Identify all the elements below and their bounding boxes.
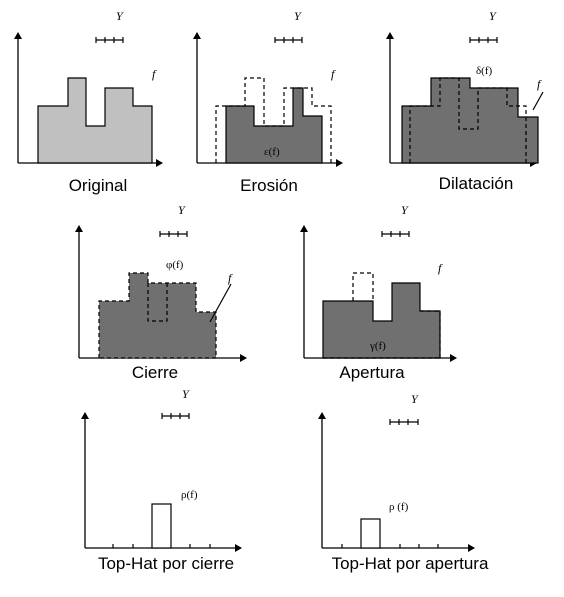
caption-erosion: Erosión bbox=[240, 176, 298, 195]
x-axis-ticks bbox=[112, 544, 211, 548]
structuring-element-ruler bbox=[469, 37, 498, 43]
panel-tophat-closing: Y ρ(f) Top-Hat por cierre bbox=[81, 387, 242, 573]
caption-dilation: Dilatación bbox=[439, 174, 514, 193]
structuring-element-ruler bbox=[389, 419, 419, 425]
residue-label: ρ(f) bbox=[181, 489, 198, 501]
original-f-outline bbox=[323, 272, 441, 359]
caption-tophat-opening: Top-Hat por apertura bbox=[332, 554, 489, 573]
panel-original: Y f Original bbox=[14, 9, 163, 195]
structuring-element-ruler bbox=[161, 413, 190, 419]
panel-closing: Y f φ(f) Cierre bbox=[75, 203, 247, 382]
f-symbol: f bbox=[228, 271, 233, 285]
caption-original: Original bbox=[69, 176, 128, 195]
original-f-outline bbox=[215, 77, 332, 163]
structuring-element-ruler bbox=[381, 231, 410, 237]
panel-tophat-opening: Y ρ (f) Top-Hat por apertura bbox=[318, 392, 489, 573]
opening-label: γ(f) bbox=[369, 340, 386, 352]
f-symbol: f bbox=[537, 77, 542, 91]
f-symbol: f bbox=[152, 67, 157, 81]
caption-closing: Cierre bbox=[132, 363, 178, 382]
closed-shape bbox=[98, 272, 217, 359]
y-symbol: Y bbox=[182, 387, 190, 401]
f-symbol: f bbox=[438, 261, 443, 275]
y-symbol: Y bbox=[116, 9, 124, 23]
panel-opening: Y f γ(f) Apertura bbox=[300, 203, 457, 382]
y-symbol: Y bbox=[294, 9, 302, 23]
residue-bar bbox=[360, 518, 381, 549]
y-symbol: Y bbox=[178, 203, 186, 217]
residue-bar bbox=[151, 503, 172, 549]
f-pointer bbox=[532, 91, 544, 111]
dilated-shape bbox=[401, 77, 539, 164]
x-axis-ticks bbox=[341, 544, 439, 548]
erosion-label: ε(f) bbox=[264, 146, 280, 158]
structuring-element-ruler bbox=[274, 37, 303, 43]
panel-erosion: Y f ε(f) Erosión bbox=[193, 9, 343, 195]
y-symbol: Y bbox=[489, 9, 497, 23]
residue-label: ρ (f) bbox=[389, 501, 409, 513]
caption-opening: Apertura bbox=[339, 363, 405, 382]
dilation-label: δ(f) bbox=[476, 65, 493, 77]
structuring-element-ruler bbox=[95, 37, 124, 43]
signal-f-shape bbox=[37, 77, 153, 164]
f-symbol: f bbox=[331, 67, 336, 81]
closing-label: φ(f) bbox=[166, 259, 184, 271]
f-pointer bbox=[209, 283, 232, 323]
caption-tophat-closing: Top-Hat por cierre bbox=[98, 554, 234, 573]
original-f-outline bbox=[409, 77, 527, 163]
panel-dilation: Y f δ(f) Dilatación bbox=[386, 9, 544, 193]
structuring-element-ruler bbox=[159, 231, 188, 237]
y-symbol: Y bbox=[401, 203, 409, 217]
y-symbol: Y bbox=[411, 392, 419, 406]
